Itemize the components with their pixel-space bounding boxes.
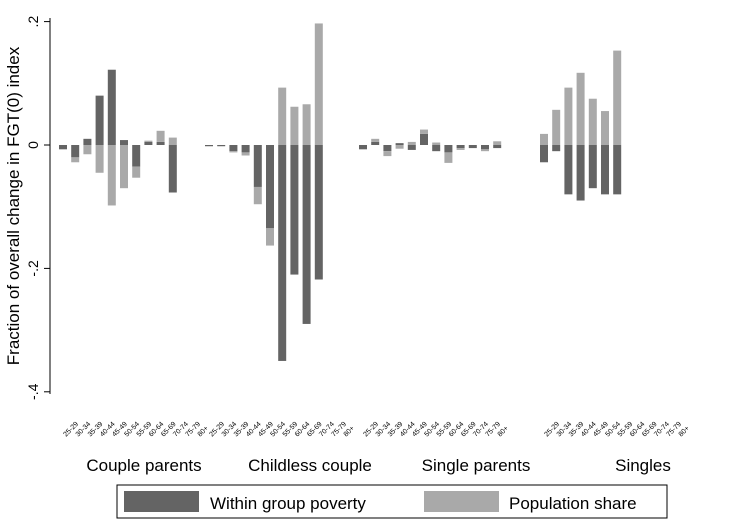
y-axis-title: Fraction of overall change in FGT(0) ind… <box>4 46 23 365</box>
bars-layer <box>59 23 622 361</box>
x-tick-labels: 25-2930-3435-3940-4445-4950-5455-5960-64… <box>62 421 691 439</box>
bar-population-share-single-parents-75-79 <box>481 149 489 152</box>
bar-population-share-single-parents-50-54 <box>420 129 428 134</box>
bar-population-share-childless-couple-40-44 <box>241 152 250 156</box>
bar-population-share-single-parents-60-64 <box>444 152 453 163</box>
bar-population-share-single-parents-45-49 <box>407 141 416 145</box>
bar-within-group-poverty-single-parents-45-49 <box>407 145 416 150</box>
bar-within-group-poverty-single-parents-80 <box>493 145 502 149</box>
bar-population-share-childless-couple-60-64 <box>290 106 299 145</box>
bar-population-share-singles-40-44 <box>576 72 585 145</box>
bar-within-group-poverty-single-parents-55-59 <box>432 145 441 152</box>
bar-population-share-childless-couple-65-69 <box>302 104 311 145</box>
bar-population-share-couple-parents-55-59 <box>132 166 141 178</box>
bar-within-group-poverty-couple-parents-35-39 <box>83 138 92 145</box>
bar-within-group-poverty-single-parents-40-44 <box>395 143 404 145</box>
legend-label-population-share: Population share <box>509 494 637 513</box>
bar-population-share-childless-couple-50-54 <box>266 228 274 246</box>
legend-box <box>116 484 668 519</box>
bar-population-share-childless-couple-35-39 <box>229 151 238 153</box>
group-label-singles: Singles <box>615 456 671 475</box>
bar-population-share-single-parents-55-59 <box>432 142 441 145</box>
bar-population-share-childless-couple-70-74 <box>314 23 323 145</box>
bar-population-share-couple-parents-40-44 <box>95 145 104 173</box>
bar-within-group-poverty-single-parents-30-34 <box>371 141 380 145</box>
bar-within-group-poverty-single-parents-35-39 <box>383 145 392 152</box>
bar-within-group-poverty-childless-couple-60-64 <box>290 145 299 275</box>
bar-within-group-poverty-single-parents-70-74 <box>468 145 477 149</box>
legend-swatch-within-group-poverty <box>124 491 199 512</box>
bar-within-group-poverty-singles-45-49 <box>588 145 597 189</box>
bar-within-group-poverty-couple-parents-45-49 <box>107 69 116 145</box>
bar-within-group-poverty-single-parents-60-64 <box>444 145 453 153</box>
bar-within-group-poverty-couple-parents-55-59 <box>132 145 141 167</box>
bar-within-group-poverty-couple-parents-25-29 <box>59 145 67 150</box>
bar-population-share-childless-couple-45-49 <box>253 186 262 205</box>
bar-within-group-poverty-singles-55-59 <box>613 145 622 195</box>
bar-within-group-poverty-couple-parents-40-44 <box>95 95 104 145</box>
bar-within-group-poverty-childless-couple-45-49 <box>253 145 262 187</box>
bar-within-group-poverty-single-parents-50-54 <box>420 133 428 145</box>
bar-within-group-poverty-childless-couple-35-39 <box>229 145 238 152</box>
bar-within-group-poverty-singles-50-54 <box>601 145 609 195</box>
bar-within-group-poverty-singles-30-34 <box>552 145 561 152</box>
legend-label-within-group-poverty: Within group poverty <box>210 494 366 513</box>
bar-within-group-poverty-childless-couple-55-59 <box>278 145 287 361</box>
bar-population-share-single-parents-80 <box>493 141 502 145</box>
bar-population-share-singles-55-59 <box>613 50 622 145</box>
y-ticks: .2 0 -.2 -.4 <box>25 16 50 400</box>
bar-population-share-couple-parents-45-49 <box>107 145 116 206</box>
y-tick-label: -.2 <box>25 260 41 277</box>
bar-within-group-poverty-couple-parents-30-34 <box>71 145 80 158</box>
bar-within-group-poverty-singles-35-39 <box>564 145 573 195</box>
bar-population-share-single-parents-40-44 <box>395 145 404 149</box>
bar-within-group-poverty-singles-25-29 <box>540 145 548 163</box>
bar-within-group-poverty-couple-parents-65-69 <box>156 141 165 145</box>
bar-within-group-poverty-single-parents-75-79 <box>481 145 489 150</box>
y-tick-label: .2 <box>25 16 41 28</box>
bar-population-share-singles-35-39 <box>564 87 573 145</box>
bar-within-group-poverty-childless-couple-65-69 <box>302 145 311 324</box>
bar-population-share-single-parents-65-69 <box>456 148 465 150</box>
bar-population-share-singles-50-54 <box>601 111 609 145</box>
bar-within-group-poverty-single-parents-65-69 <box>456 145 465 149</box>
bar-within-group-poverty-childless-couple-30-34 <box>217 145 226 147</box>
group-label-single-parents: Single parents <box>422 456 531 475</box>
bar-population-share-couple-parents-60-64 <box>144 140 153 142</box>
bar-population-share-single-parents-35-39 <box>383 151 392 157</box>
bar-within-group-poverty-childless-couple-70-74 <box>314 145 323 280</box>
group-labels: Couple parents Childless couple Single par… <box>86 456 671 475</box>
group-label-couple-parents: Couple parents <box>86 456 201 475</box>
bar-population-share-couple-parents-50-54 <box>120 145 128 189</box>
group-label-childless-couple: Childless couple <box>248 456 372 475</box>
bar-population-share-couple-parents-65-69 <box>156 130 165 142</box>
bar-within-group-poverty-single-parents-25-29 <box>359 145 367 150</box>
bar-population-share-couple-parents-35-39 <box>83 145 92 155</box>
bar-population-share-singles-45-49 <box>588 98 597 145</box>
legend-swatch-population-share <box>424 491 499 512</box>
legend: Within group poverty Population share <box>116 484 668 519</box>
bar-population-share-singles-30-34 <box>552 109 561 145</box>
bar-population-share-couple-parents-30-34 <box>71 157 80 163</box>
bar-population-share-childless-couple-55-59 <box>278 87 287 145</box>
y-tick-label: -.4 <box>25 383 41 400</box>
bar-population-share-singles-25-29 <box>540 133 548 145</box>
y-tick-label: 0 <box>25 141 41 149</box>
bar-within-group-poverty-childless-couple-50-54 <box>266 145 274 229</box>
bar-within-group-poverty-childless-couple-40-44 <box>241 145 250 153</box>
bar-within-group-poverty-couple-parents-60-64 <box>144 141 153 145</box>
bar-within-group-poverty-couple-parents-70-74 <box>168 145 177 193</box>
bar-within-group-poverty-singles-40-44 <box>576 145 585 201</box>
bar-population-share-couple-parents-70-74 <box>168 137 177 145</box>
bar-within-group-poverty-couple-parents-50-54 <box>120 140 128 145</box>
bar-population-share-single-parents-30-34 <box>371 138 380 142</box>
bar-within-group-poverty-childless-couple-25-29 <box>205 145 213 147</box>
